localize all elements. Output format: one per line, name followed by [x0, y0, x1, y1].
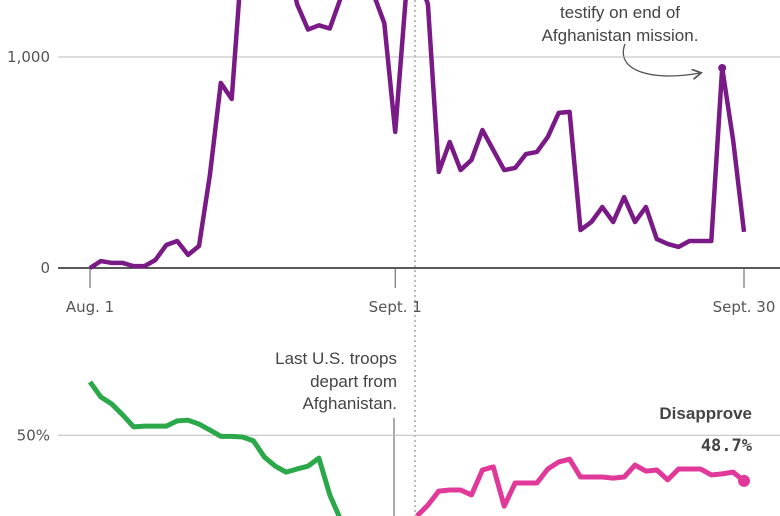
end-dot	[738, 474, 750, 487]
annotation: Last U.S. troops	[275, 349, 397, 368]
annotation: Afghanistan.	[302, 394, 397, 413]
value-label: 48.7%	[701, 436, 753, 456]
annotation: depart from	[310, 372, 397, 391]
series-line	[415, 456, 746, 516]
x-tick-label: Sept. 30	[713, 298, 776, 316]
y-tick-label: 50%	[17, 426, 50, 444]
annotation-arrow	[622, 43, 700, 76]
plot	[87, 380, 746, 516]
series-label: Disapprove	[659, 404, 752, 423]
y-tick-label: 0	[40, 259, 50, 277]
y-tick-label: 1,000	[7, 48, 50, 66]
series-line	[88, 0, 747, 270]
annotation: Afghanistan mission.	[542, 26, 699, 45]
series-line	[87, 380, 342, 516]
x-tick-label: Aug. 1	[66, 298, 114, 316]
annotated-point	[718, 63, 727, 72]
annotation: testify on end of	[560, 3, 680, 22]
plot	[88, 0, 747, 270]
x-tick-label: Sept. 1	[369, 298, 422, 316]
